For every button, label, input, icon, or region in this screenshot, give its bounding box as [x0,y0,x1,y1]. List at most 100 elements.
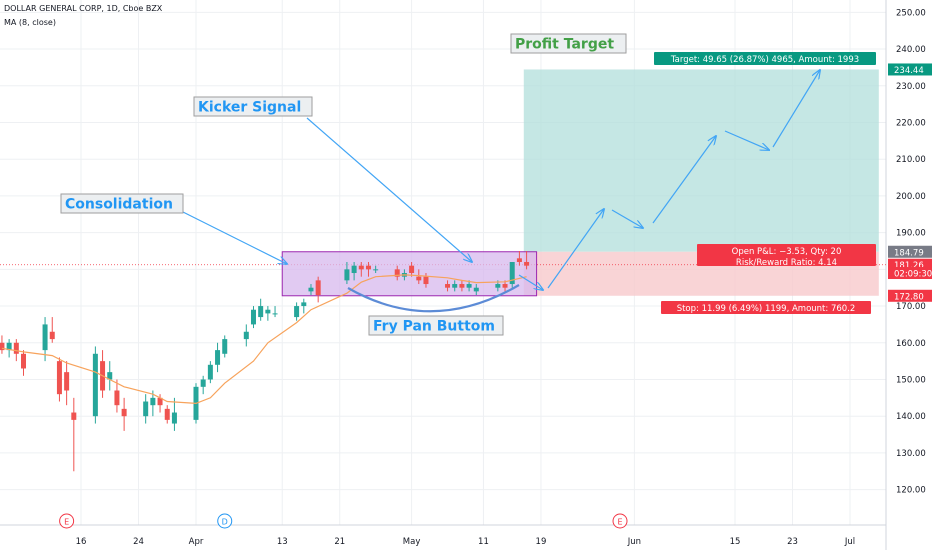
candle-body [509,262,515,285]
candle-body [0,342,5,351]
event-marker-circle [217,513,233,529]
fry-pan-curve [347,284,520,313]
candle [373,265,379,274]
candle [344,262,350,285]
x-tick-label: 15 [730,537,741,547]
candle [0,335,5,354]
candle-body [416,276,422,281]
y-tick-label: 170.00 [896,302,926,312]
price-badge-text: 181.26 [894,261,924,271]
candle-body [502,284,508,288]
projection-arrow [772,70,820,148]
candle [423,273,429,288]
profit-target-label: Profit Target [510,33,627,54]
candles [0,250,530,472]
candle [265,306,271,321]
candle-body [243,331,249,340]
candle [351,262,357,281]
kicker-signal-label-text: Kicker Signal [198,100,301,116]
candle [459,280,465,292]
open-pnl-info-text: Open P&L: −3.53, Qty: 20 [732,247,842,257]
candle-body [121,408,127,417]
y-tick-label: 120.00 [896,486,926,496]
event-marker-letter: E [64,518,69,527]
price-badge-text: 234.44 [894,66,924,76]
candle-body [64,372,70,391]
candle [143,394,149,424]
y-tick-label: 230.00 [896,82,926,92]
candle [6,339,12,358]
candle-body [143,401,149,417]
candle [164,405,170,424]
candle-body [445,284,451,288]
price-badge: 234.44 [888,63,932,76]
candle [294,302,300,321]
projection-arrow [724,130,769,150]
candle-body [495,284,501,288]
candle [466,280,472,292]
candle [258,298,264,321]
candle-body [107,372,113,380]
candle-body [265,309,271,314]
candle [301,298,307,314]
price-badge-bg [888,63,932,76]
target-info-text: Target: 49.65 (26.87%) 4965, Amount: 199… [670,55,859,65]
kicker-arrow [306,117,472,262]
candle [215,342,221,373]
price-badge-bg [888,267,932,280]
price-badge: 172.80 [888,289,932,302]
candle-body [92,353,98,417]
candle [56,357,62,402]
candle-body [394,269,400,277]
consolidation-arrow [182,211,287,264]
target-info: Target: 49.65 (26.87%) 4965, Amount: 199… [654,52,876,65]
y-tick-label: 150.00 [896,375,926,385]
x-tick-label: Apr [189,537,204,547]
kicker-signal-label-box [193,96,313,117]
ma-indicator-label[interactable]: MA (8, close) [4,18,56,27]
x-tick-label: May [403,537,421,547]
candle [49,317,55,343]
candle [100,350,106,398]
candle-body [250,309,256,325]
x-tick-label: 24 [133,537,144,547]
price-badge-text: 172.80 [894,292,924,302]
candle-body [473,287,479,292]
candle-body [452,284,458,288]
x-tick-label: 11 [478,537,489,547]
candle [524,250,530,270]
candle [171,397,177,431]
price-badge: 02:09:30 [888,267,932,280]
candle [409,262,415,277]
y-tick-label: 250.00 [896,8,926,18]
y-axis-labels: 120.00130.00140.00150.00160.00170.00180.… [896,8,926,495]
event-marker-letter: E [617,518,622,527]
candle [250,306,256,329]
candle-body [114,390,120,406]
candle-body [344,269,350,281]
candle [452,280,458,292]
candle [358,262,364,277]
candle [445,280,451,292]
x-tick-label: 13 [277,537,288,547]
y-tick-label: 160.00 [896,339,926,349]
candle-body [373,269,379,271]
candle-body [409,265,415,274]
candle-body [459,284,465,288]
candle [207,361,213,384]
fry-pan-label: Fry Pan Buttom [368,315,504,336]
candle [200,375,206,395]
stop-info-text: Stop: 11.99 (6.49%) 1199, Amount: 760.2 [677,304,856,314]
candle [272,306,278,318]
y-tick-label: 210.00 [896,155,926,165]
consolidation-label-text: Consolidation [65,197,173,213]
candle-body [294,306,300,318]
x-tick-label: Jul [844,537,855,547]
candle-body [215,350,221,365]
candle-body [524,262,530,266]
event-marker: D [217,513,233,529]
open-pnl-info-text: Risk/Reward Ratio: 4.14 [736,258,837,268]
candle-body [222,339,228,354]
candle [92,346,98,424]
